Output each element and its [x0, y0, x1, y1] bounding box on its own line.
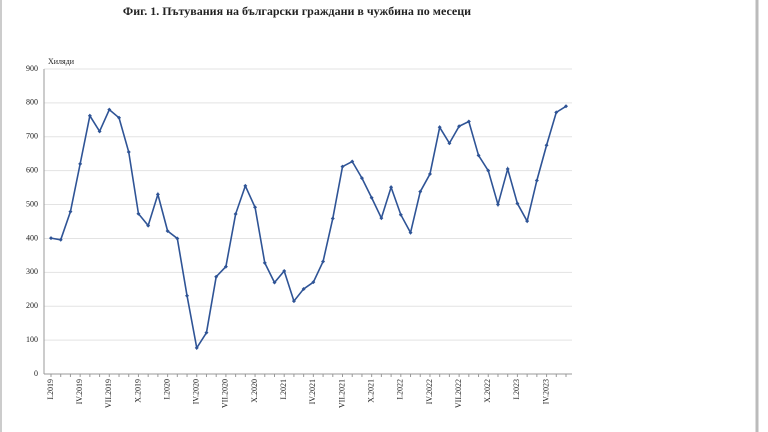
data-line [50, 105, 567, 351]
x-tick-label: VII.2021 [337, 379, 346, 408]
data-point [544, 143, 549, 148]
data-point [515, 201, 520, 206]
y-tick-label: 700 [26, 132, 38, 141]
data-point [117, 115, 122, 120]
x-tick-label: I.2023 [512, 379, 521, 400]
y-tick-label: 300 [26, 267, 38, 276]
data-point [437, 125, 442, 130]
x-tick-label: VII.2020 [221, 379, 230, 408]
data-point [457, 124, 462, 129]
y-tick-label: 900 [26, 64, 38, 73]
data-point [214, 274, 219, 279]
data-point [534, 178, 539, 183]
x-tick-label: I.2021 [279, 379, 288, 400]
data-point [359, 176, 364, 181]
data-point [447, 141, 452, 146]
x-tick-label: X.2019 [133, 379, 142, 403]
chart-title: Фиг. 1. Пътувания на български граждани … [123, 4, 471, 18]
data-point [466, 119, 471, 124]
y-tick-label: 800 [26, 98, 38, 107]
data-point [330, 216, 335, 221]
data-point [476, 153, 481, 158]
x-tick-label: X.2022 [483, 379, 492, 403]
data-point [126, 150, 131, 155]
data-point [136, 211, 141, 216]
data-point [564, 104, 568, 109]
x-tick-label: X.2021 [366, 379, 375, 403]
y-tick-label: 400 [26, 233, 38, 242]
x-tick-label: IV.2023 [541, 379, 550, 404]
data-point [418, 189, 423, 194]
data-point [282, 268, 287, 273]
y-tick-label: 0 [34, 369, 38, 378]
data-point [389, 185, 394, 190]
y-tick-label: 500 [26, 199, 38, 208]
y-axis-label: Хиляди [48, 57, 75, 66]
data-point [272, 280, 277, 285]
data-point [58, 237, 63, 242]
x-tick-label: VII.2019 [104, 379, 113, 408]
x-tick-label: I.2020 [162, 379, 171, 400]
data-point [155, 192, 160, 197]
data-point [369, 195, 374, 200]
data-point [68, 209, 73, 214]
data-point [194, 345, 199, 350]
x-tick-label: VII.2022 [454, 379, 463, 408]
data-point [398, 212, 403, 217]
data-point [78, 161, 83, 166]
y-tick-label: 200 [26, 301, 38, 310]
data-point [350, 159, 355, 164]
data-point [291, 299, 296, 304]
data-point [379, 216, 384, 221]
data-point [223, 264, 228, 269]
x-tick-label: IV.2019 [75, 379, 84, 404]
x-tick-label: X.2020 [250, 379, 259, 403]
data-point [243, 183, 248, 188]
x-tick-label: I.2022 [396, 379, 405, 400]
data-point [525, 219, 530, 224]
y-tick-label: 600 [26, 165, 38, 174]
data-point [49, 236, 53, 241]
data-point [505, 166, 510, 171]
data-point [262, 260, 267, 265]
x-tick-label: IV.2020 [192, 379, 201, 404]
data-point [486, 168, 491, 173]
data-point [204, 330, 209, 335]
data-point [408, 230, 413, 235]
data-point [301, 286, 306, 291]
data-point [175, 236, 180, 241]
x-tick-label: IV.2021 [308, 379, 317, 404]
data-point [185, 293, 190, 298]
data-point [146, 223, 151, 228]
data-point [427, 172, 432, 177]
data-point [554, 110, 559, 115]
data-point [87, 113, 92, 118]
data-point [233, 212, 238, 217]
x-tick-label: IV.2022 [425, 379, 434, 404]
data-point [311, 280, 316, 285]
x-tick-label: I.2019 [46, 379, 55, 400]
data-point [107, 107, 112, 112]
y-tick-label: 100 [26, 335, 38, 344]
data-point [165, 228, 170, 233]
data-point [321, 259, 326, 264]
data-point [495, 202, 500, 207]
data-point [253, 205, 258, 210]
data-point [97, 129, 102, 134]
data-point [340, 164, 345, 169]
